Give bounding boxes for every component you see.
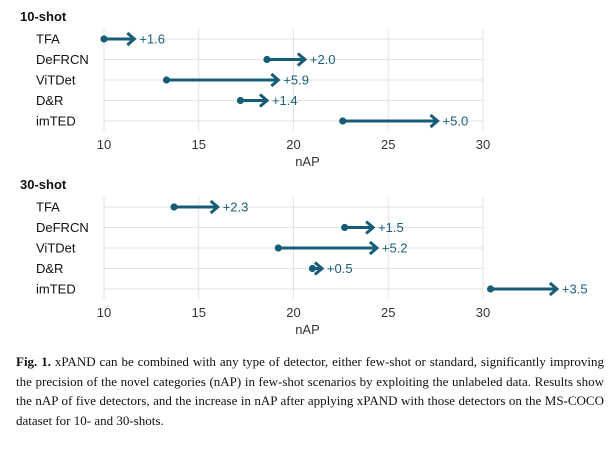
improvement-arrowhead — [270, 72, 281, 88]
improvement-arrowhead — [548, 281, 560, 297]
x-tick-label: 10 — [97, 137, 111, 152]
improvement-arrowhead — [368, 240, 380, 256]
category-label: ViTDet — [36, 73, 76, 88]
category-label: D&R — [36, 261, 63, 276]
baseline-dot — [263, 55, 271, 64]
x-tick-label: 30 — [476, 305, 490, 320]
delta-label: +1.4 — [272, 93, 298, 108]
x-axis-label: nAP — [295, 154, 320, 169]
baseline-dot — [162, 76, 171, 84]
baseline-dot — [341, 223, 349, 232]
improvement-arrowhead — [126, 31, 137, 47]
x-tick-label: 10 — [97, 305, 111, 320]
x-tick-label: 25 — [381, 305, 395, 320]
improvement-arrowhead — [313, 261, 325, 276]
category-label: ViTDet — [36, 241, 76, 256]
x-tick-label: 20 — [286, 137, 300, 152]
improvement-arrowhead — [296, 52, 308, 67]
category-label: imTED — [36, 114, 76, 129]
delta-label: +5.9 — [283, 73, 309, 88]
baseline-dot — [308, 264, 317, 273]
caption-label: Fig. 1. — [16, 354, 51, 369]
delta-label: +1.5 — [378, 220, 404, 235]
improvement-arrowhead — [429, 113, 440, 129]
category-label: imTED — [36, 282, 76, 297]
x-axis-label: nAP — [295, 322, 320, 337]
baseline-dot — [339, 117, 347, 125]
x-tick-label: 30 — [476, 137, 490, 152]
delta-label: +1.6 — [139, 32, 165, 47]
category-label: TFA — [36, 32, 60, 47]
baseline-dot — [100, 35, 108, 43]
delta-label: +5.0 — [443, 114, 469, 129]
category-label: DeFRCN — [36, 220, 89, 235]
dumbbell-chart: 10-shot 10 15 20 25 30 nAP TFA +1.6 DeFRCN +2.0 ViT… — [20, 9, 588, 337]
improvement-arrowhead — [258, 93, 270, 108]
x-tick-label: 25 — [381, 137, 395, 152]
panel-title: 10-shot — [20, 9, 67, 24]
baseline-dot — [486, 285, 495, 293]
baseline-dot — [236, 96, 245, 105]
category-label: DeFRCN — [36, 52, 89, 67]
delta-label: +3.5 — [562, 282, 588, 297]
category-label: D&R — [36, 93, 63, 108]
x-tick-label: 20 — [286, 305, 300, 320]
delta-label: +2.3 — [223, 200, 249, 215]
delta-label: +2.0 — [310, 52, 336, 67]
baseline-dot — [170, 203, 178, 211]
delta-label: +0.5 — [327, 261, 353, 276]
improvement-arrowhead — [209, 199, 221, 215]
delta-label: +5.2 — [382, 241, 408, 256]
category-label: TFA — [36, 200, 60, 215]
panel-title: 30-shot — [20, 177, 67, 192]
x-tick-label: 15 — [192, 305, 206, 320]
baseline-dot — [274, 244, 282, 252]
caption-text: xPAND can be combined with any type of d… — [16, 354, 604, 428]
improvement-arrowhead — [365, 220, 376, 235]
figure-caption: Fig. 1. xPAND can be combined with any t… — [16, 352, 604, 430]
x-tick-label: 15 — [192, 137, 206, 152]
